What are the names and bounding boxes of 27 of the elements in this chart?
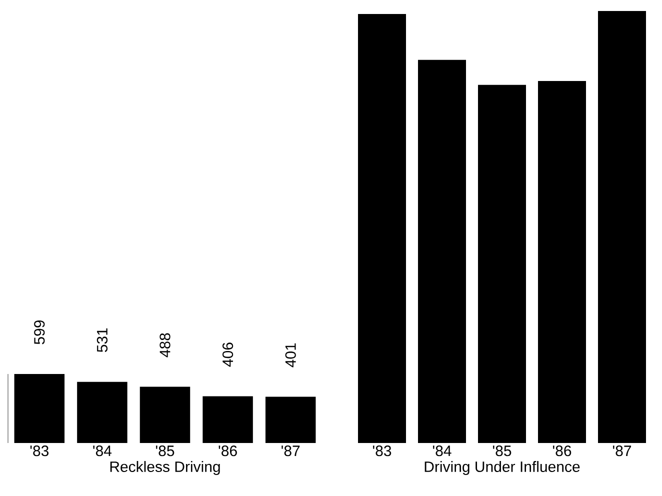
bar — [77, 382, 128, 443]
bar — [478, 84, 526, 443]
bar — [140, 386, 190, 443]
x-tick-label: '85 — [492, 446, 512, 456]
x-tick-label: '86 — [218, 446, 237, 456]
x-tick-label: '85 — [156, 446, 174, 456]
bar — [14, 374, 65, 443]
x-tick-label: '83 — [30, 446, 49, 456]
bar — [538, 80, 586, 443]
data-label: 401 — [285, 343, 296, 368]
data-label: 531 — [96, 328, 108, 352]
bar — [358, 14, 406, 443]
x-axis-title: Reckless Driving — [110, 461, 220, 475]
bar — [202, 396, 253, 443]
x-tick-label: '87 — [612, 446, 632, 456]
x-tick-label: '84 — [93, 446, 112, 456]
bar — [418, 60, 466, 443]
x-tick-label: '83 — [372, 446, 392, 456]
x-tick-label: '87 — [282, 446, 300, 456]
x-tick-label: '86 — [552, 446, 572, 456]
data-label: 488 — [160, 333, 170, 358]
data-label: 599 — [34, 320, 45, 344]
x-axis-title: Driving Under Influence — [424, 461, 580, 475]
bar — [265, 396, 316, 443]
data-label: 406 — [222, 342, 234, 367]
x-tick-label: '84 — [432, 446, 452, 456]
bar — [598, 11, 646, 443]
